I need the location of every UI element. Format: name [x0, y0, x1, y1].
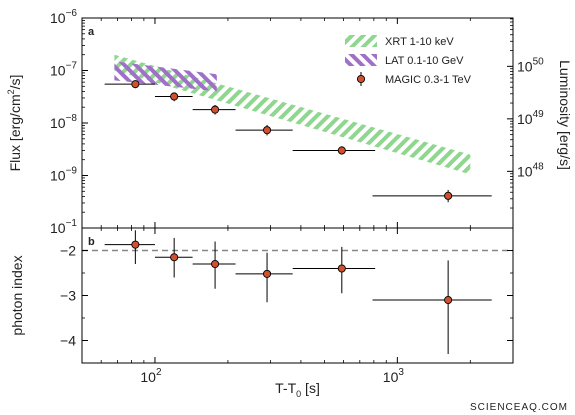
- x-axis-ticks: 102 103: [81, 228, 514, 385]
- data-marker: [211, 259, 220, 269]
- data-point: [372, 189, 492, 203]
- y-tick-label: 10−9: [50, 166, 77, 184]
- y2-tick-label: 1049: [517, 109, 544, 127]
- data-marker: [170, 92, 179, 101]
- x-tick-label-base: 10: [140, 369, 156, 385]
- y-tick-label-base: 10: [50, 10, 66, 26]
- y-tick-label: −4: [60, 333, 76, 349]
- data-point: [154, 237, 193, 278]
- y2-tick-label-exp: 48: [533, 161, 545, 172]
- y-axis-ticks: 10−610−710−810−910−1: [50, 8, 88, 236]
- data-point: [192, 105, 236, 115]
- y-tick-label-base: 10: [50, 168, 66, 184]
- panel-b: −2−3−4 102 103 b photon index T-T0 [s]: [9, 227, 514, 399]
- y-tick-label: 10−1: [50, 218, 77, 236]
- y-tick-label: 10−8: [50, 113, 77, 131]
- data-point: [292, 146, 376, 155]
- x-tick-label-exp: 3: [398, 367, 404, 378]
- data-marker: [131, 80, 140, 89]
- data-marker: [337, 146, 346, 155]
- legend-entry: XRT 1-10 keV: [345, 35, 454, 48]
- y-tick-label-exp: −6: [66, 8, 78, 19]
- y2-tick-label-base: 10: [517, 58, 533, 74]
- lat-band: [114, 61, 217, 92]
- y2-tick-label-base: 10: [517, 111, 533, 127]
- data-marker: [211, 105, 220, 114]
- data-point: [292, 246, 376, 294]
- data-point: [235, 124, 293, 136]
- y-tick-label-base: 10: [50, 220, 66, 236]
- data-marker: [444, 191, 453, 200]
- y-tick-label-exp: −8: [66, 113, 78, 124]
- data-marker: [444, 295, 453, 305]
- legend-label: LAT 0.1-10 GeV: [385, 55, 464, 67]
- x-tick-label-base: 10: [383, 369, 399, 385]
- data-marker: [262, 269, 272, 278]
- legend-marker: [356, 74, 366, 84]
- legend-swatch: [345, 54, 377, 66]
- y2-tick-label-base: 10: [517, 163, 533, 179]
- y2-tick-label: 1050: [517, 56, 544, 74]
- photon-index-points-layer: [104, 230, 492, 354]
- data-point: [372, 260, 492, 354]
- data-point: [192, 241, 236, 289]
- data-marker: [131, 240, 140, 249]
- y2-tick-label: 1048: [517, 161, 544, 179]
- y-tick-label-base: 10: [50, 115, 66, 131]
- y-axis-label-main: Flux [erg/cm: [7, 94, 23, 171]
- legend-label: XRT 1-10 keV: [385, 36, 454, 48]
- legend: XRT 1-10 keV LAT 0.1-10 GeV MAGIC 0.3-1 Te…: [345, 35, 472, 86]
- x-axis-label-sub: 0: [296, 389, 301, 399]
- magic-points-layer: [104, 80, 492, 203]
- data-point: [104, 80, 155, 89]
- legend-entry: LAT 0.1-10 GeV: [345, 54, 464, 67]
- data-point: [104, 230, 155, 264]
- y-axis-label: photon index: [9, 255, 25, 335]
- band-layer: [114, 54, 471, 175]
- y-tick-label-exp: −1: [66, 218, 78, 229]
- x-tick-label: 102: [140, 367, 162, 385]
- y-axis-label: Flux [erg/cm2/s]: [6, 75, 23, 172]
- watermark: SCIENCEAQ.COM: [470, 402, 568, 413]
- x-axis-label-end: [s]: [301, 380, 320, 396]
- y-tick-label-exp: −9: [66, 166, 78, 177]
- y2-tick-label-exp: 50: [533, 56, 545, 67]
- data-marker: [337, 264, 346, 273]
- y2-tick-label-exp: 49: [533, 109, 545, 120]
- y-tick-label: 10−7: [50, 61, 77, 79]
- y2-axis-label: Luminosity [erg/s]: [557, 60, 573, 170]
- y-tick-label: −2: [60, 243, 76, 259]
- legend-label: MAGIC 0.3-1 TeV: [385, 74, 472, 86]
- legend-swatch: [345, 35, 377, 47]
- x-tick-label-exp: 2: [156, 367, 162, 378]
- panel-a-label: a: [88, 26, 95, 38]
- y-tick-label: −3: [60, 288, 76, 304]
- y-axis-label-end: /s]: [7, 75, 23, 90]
- legend-entry: MAGIC 0.3-1 TeV: [356, 72, 472, 86]
- y-tick-label: 10−6: [50, 8, 77, 26]
- data-marker: [262, 126, 272, 135]
- x-axis-ticks: [81, 18, 514, 228]
- x-axis-label-main: T-T: [275, 380, 296, 396]
- data-point: [154, 92, 193, 102]
- y-axis-label-sup: 2: [6, 89, 16, 94]
- y-axis-ticks: −2 −3 −4: [60, 227, 513, 364]
- x-axis-label: T-T0 [s]: [275, 380, 320, 399]
- y-tick-label-exp: −7: [66, 61, 78, 72]
- x-tick-label: 103: [383, 367, 405, 385]
- data-marker: [170, 253, 179, 262]
- panel-b-label: b: [88, 236, 95, 248]
- y-tick-label-base: 10: [50, 63, 66, 79]
- data-point: [235, 252, 293, 303]
